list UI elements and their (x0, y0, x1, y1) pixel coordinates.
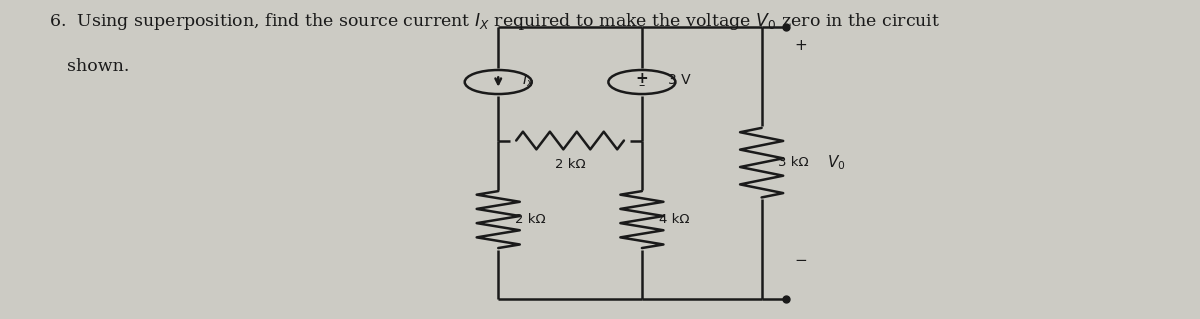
Text: $V_0$: $V_0$ (828, 153, 846, 172)
Text: 3 V: 3 V (668, 73, 691, 87)
Text: 6.  Using superposition, find the source current $I_X$ required to make the volt: 6. Using superposition, find the source … (49, 11, 941, 32)
Text: −: − (794, 253, 806, 268)
Text: shown.: shown. (67, 58, 130, 75)
Text: $I_x$: $I_x$ (522, 72, 534, 89)
Text: 2 kΩ: 2 kΩ (515, 213, 546, 226)
Text: +: + (794, 38, 806, 53)
Text: 3 kΩ: 3 kΩ (779, 156, 809, 169)
Text: +: + (636, 71, 648, 86)
Text: 4 kΩ: 4 kΩ (659, 213, 689, 226)
Text: –: – (638, 79, 646, 92)
Text: 2 kΩ: 2 kΩ (554, 158, 586, 171)
